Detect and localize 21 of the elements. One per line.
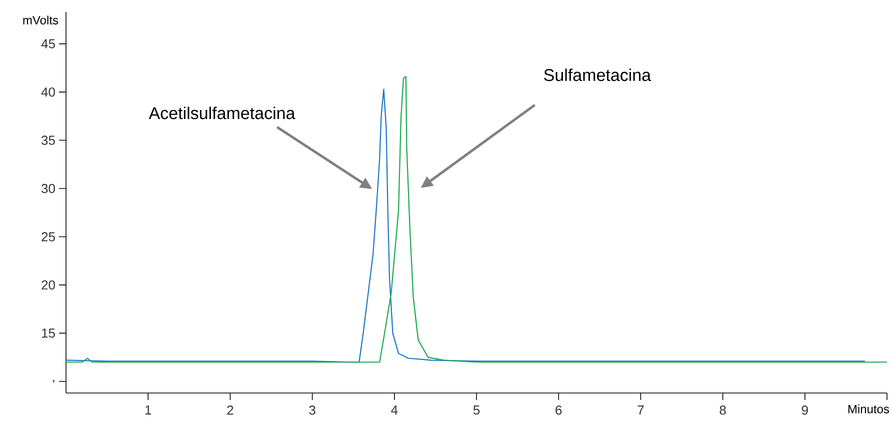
x-tick-label: 3 [309,406,316,415]
annotation: Acetilsulfametacina [148,106,296,120]
y-axis-title: mVolts [23,16,58,24]
y-tick-label: 30 [42,184,55,194]
x-tick-label: 2 [227,406,234,415]
y-tick-label: 45 [41,39,55,48]
y-tick-label: 25 [42,232,55,242]
y-tick-label: 20 [42,280,55,290]
y-tick-label: , [53,380,54,383]
x-tick-label: 7 [638,406,644,414]
x-tick-label: 1 [145,406,152,414]
x-tick-label: 6 [556,406,562,415]
x-axis-title: Minutos [848,404,890,414]
y-tick-label: 15 [42,328,55,338]
annotation: Sulfametacina [544,68,652,82]
y-tick-label: 35 [42,136,55,145]
x-tick-label: 4 [391,406,398,414]
x-tick-label: 8 [720,406,726,415]
y-tick-label: 40 [41,87,55,97]
x-tick-label: 9 [802,406,808,415]
x-tick-label: 5 [473,406,480,415]
